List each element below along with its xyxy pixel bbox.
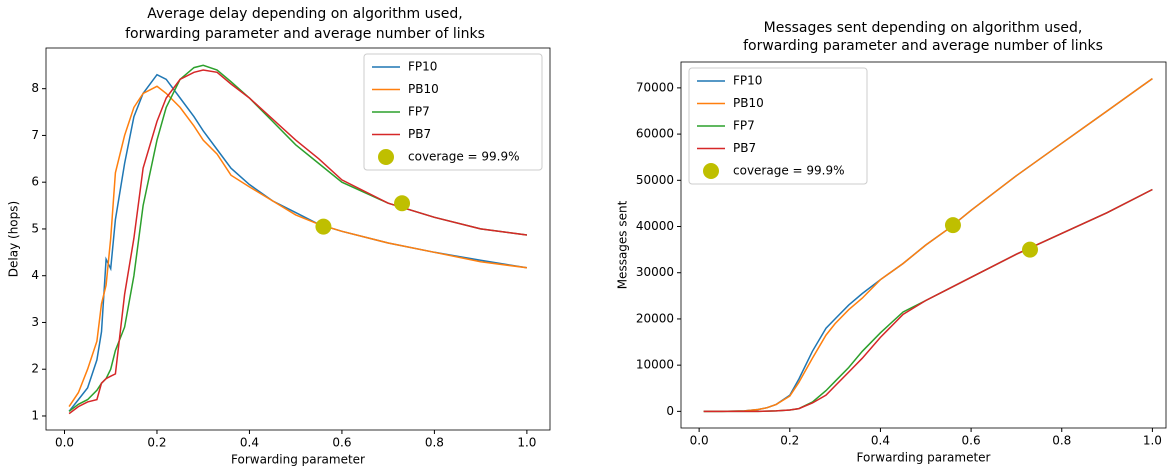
x-tick-label: 0.8 [1052,434,1071,448]
legend-label: FP7 [733,119,755,133]
series-line [68,69,527,415]
legend-label: PB10 [408,82,439,96]
x-tick-label: 0.2 [780,434,799,448]
y-tick-label: 20000 [636,311,674,325]
legend-box [363,53,543,171]
legend-label: FP10 [408,60,437,74]
y-tick-label: 0 [666,404,674,418]
legend-label: FP7 [408,105,430,119]
x-tick-label: 0.4 [871,434,890,448]
legend-label: PB10 [733,96,764,110]
y-tick-label: 60000 [636,127,674,141]
x-axis-label: Forwarding parameter [231,453,365,467]
x-tick-label: 0.6 [332,436,351,450]
chart-title: Messages sent depending on algorithm use… [764,20,1083,36]
x-tick-label: 0.8 [425,436,444,450]
legend-label: coverage = 99.9% [733,164,845,178]
y-tick-label: 3 [31,315,39,329]
chart-title: forwarding parameter and average number … [125,26,485,42]
series-line [703,188,1153,413]
y-tick-label: 4 [31,268,39,282]
y-tick-label: 7 [31,128,39,142]
chart-title: Average delay depending on algorithm use… [147,6,463,22]
legend-swatch [378,149,394,165]
y-tick-label: 6 [31,175,39,189]
coverage-point [944,217,961,234]
plot-frame [45,47,551,431]
y-axis-label: Messages sent [616,200,630,289]
series-line [703,77,1153,413]
x-tick-label: 0.4 [240,436,259,450]
x-tick-label: 0.0 [55,436,74,450]
y-axis-label: Delay (hops) [7,201,21,277]
x-tick-label: 0.6 [962,434,981,448]
legend-label: PB7 [733,141,756,155]
x-tick-label: 1.0 [1143,434,1162,448]
plot-frame [680,61,1167,429]
y-tick-label: 70000 [636,80,674,94]
legend-box [688,67,868,185]
legend-label: FP10 [733,74,762,88]
legend-label: PB7 [408,127,431,141]
coverage-point [315,218,332,235]
y-tick-label: 1 [31,408,39,422]
y-tick-label: 40000 [636,219,674,233]
legend-swatch [703,163,719,179]
y-tick-label: 50000 [636,173,674,187]
coverage-point [1022,241,1039,258]
coverage-point [394,195,411,212]
chart-title: forwarding parameter and average number … [743,38,1103,54]
y-tick-label: 5 [31,221,39,235]
x-tick-label: 0.2 [147,436,166,450]
legend-label: coverage = 99.9% [408,150,520,164]
y-tick-label: 30000 [636,265,674,279]
x-tick-label: 1.0 [517,436,536,450]
y-tick-label: 8 [31,81,39,95]
x-axis-label: Forwarding parameter [857,451,991,465]
y-tick-label: 2 [31,362,39,376]
series-line [68,85,527,408]
y-tick-label: 10000 [636,358,674,372]
x-tick-label: 0.0 [690,434,709,448]
